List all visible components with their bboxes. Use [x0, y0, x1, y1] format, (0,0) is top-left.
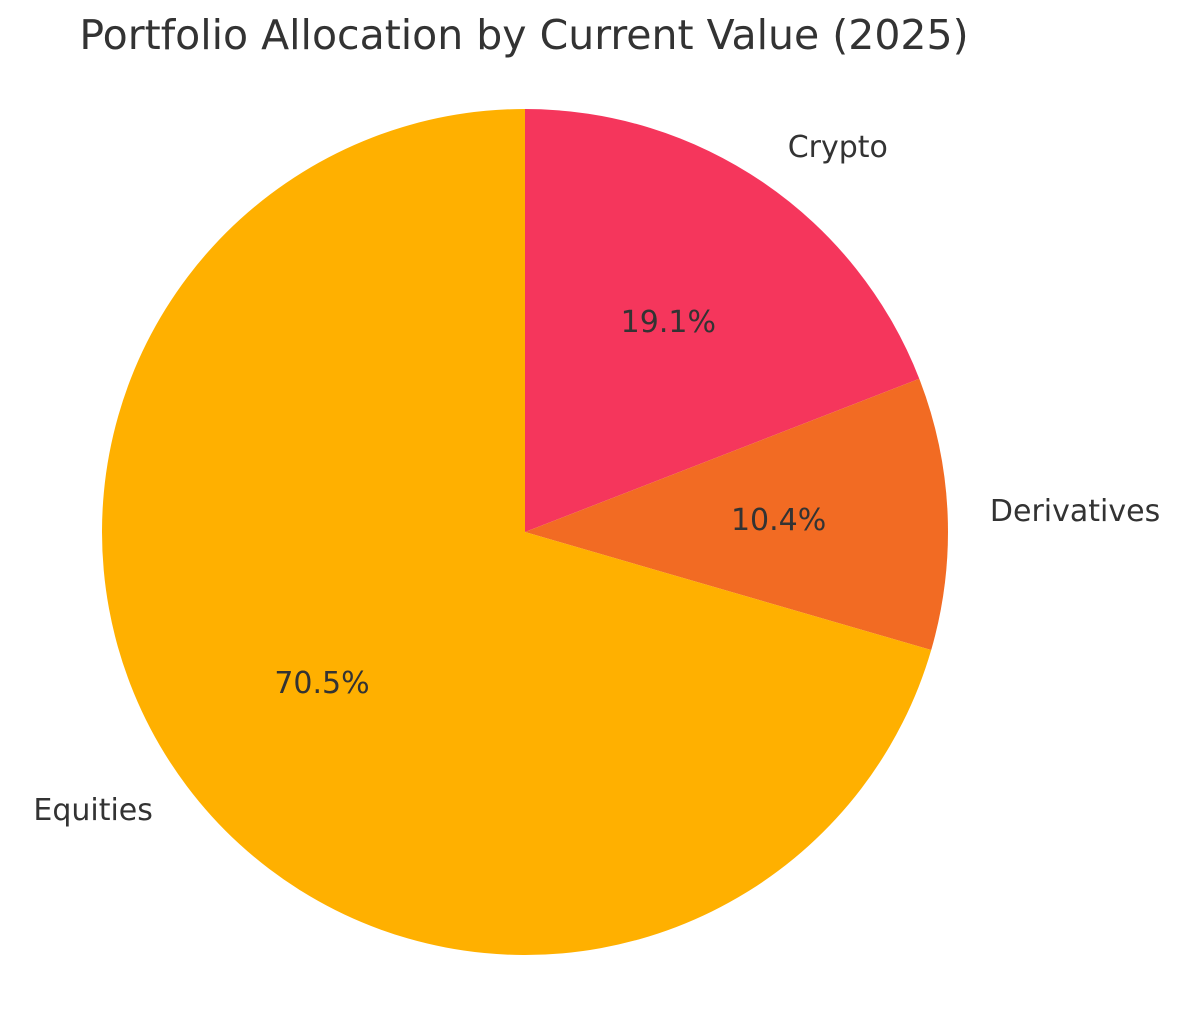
pie-slice-crypto — [525, 109, 920, 532]
slice-pct-equities: 70.5% — [274, 666, 370, 702]
pie-slice-derivatives — [525, 378, 948, 651]
chart-title: Portfolio Allocation by Current Value (2… — [79, 11, 969, 59]
slice-label-equities: Equities — [33, 793, 153, 829]
slice-pct-derivatives: 10.4% — [730, 502, 827, 538]
slice-pct-crypto: 19.1% — [620, 304, 716, 340]
slice-label-crypto: Crypto — [787, 130, 888, 165]
pie-slice-equities — [101, 109, 932, 955]
slice-label-derivatives: Derivatives — [989, 493, 1161, 529]
